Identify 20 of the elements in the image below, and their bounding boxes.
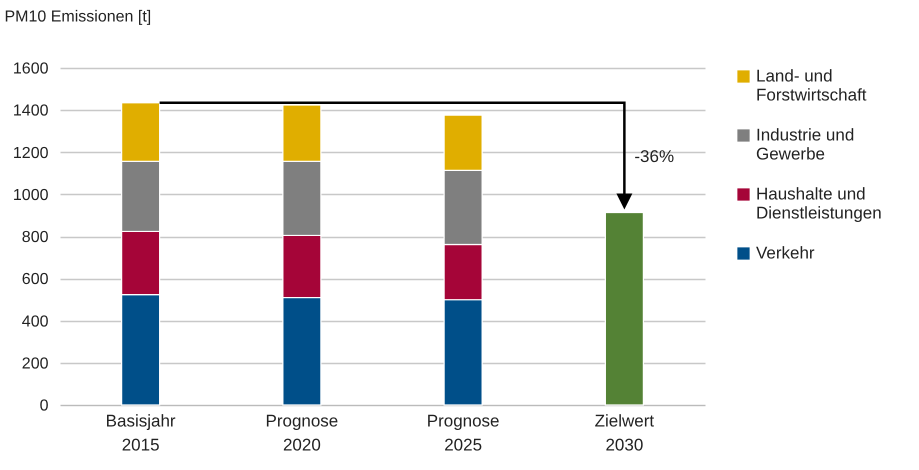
y-tick-label: 1400 (12, 102, 49, 120)
annotation: -36% (634, 147, 674, 166)
bar (604, 212, 644, 406)
legend-label: Land- und Forstwirtschaft (756, 66, 867, 104)
x-tick-label: Prognose 2025 (426, 412, 500, 454)
y-tick-label: 800 (22, 229, 49, 246)
y-axis-title: PM10 Emissionen [t] (4, 8, 152, 26)
y-tick-label: 200 (22, 355, 49, 372)
y-tick-label: 600 (22, 271, 49, 288)
x-tick-label: Zielwert 2030 (594, 412, 654, 454)
legend-label: Industrie und Gewerbe (756, 126, 854, 164)
y-tick-label: 1000 (12, 186, 49, 204)
y-tick-label: 1200 (12, 144, 49, 162)
y-tick-label: 1600 (12, 60, 49, 78)
x-tick-label: Prognose 2020 (265, 412, 338, 454)
y-tick-label: 400 (22, 313, 49, 330)
legend-label: Verkehr (756, 244, 815, 262)
y-tick-label: 0 (40, 398, 49, 414)
x-tick-label: Basisjahr 2015 (106, 412, 176, 454)
legend-label: Haushalte und Dienstleistungen (756, 184, 882, 222)
